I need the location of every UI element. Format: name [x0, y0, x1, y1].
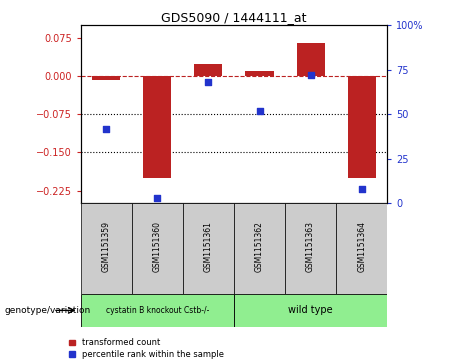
Bar: [132, 203, 183, 294]
Bar: [195, 64, 223, 76]
Bar: [336, 203, 387, 294]
Legend: transformed count, percentile rank within the sample: transformed count, percentile rank withi…: [69, 338, 224, 359]
Bar: [296, 43, 325, 76]
Point: [154, 195, 161, 201]
Bar: [143, 76, 171, 178]
Bar: [245, 71, 273, 76]
Bar: [92, 76, 120, 80]
Title: GDS5090 / 1444111_at: GDS5090 / 1444111_at: [161, 11, 307, 24]
Bar: [285, 203, 336, 294]
Text: wild type: wild type: [288, 305, 333, 315]
Text: GSM1151363: GSM1151363: [306, 221, 315, 272]
Point: [256, 108, 263, 114]
Bar: [183, 203, 234, 294]
Text: GSM1151359: GSM1151359: [102, 221, 111, 272]
Text: GSM1151360: GSM1151360: [153, 221, 162, 272]
Bar: [234, 294, 387, 327]
Bar: [81, 203, 132, 294]
Text: GSM1151364: GSM1151364: [357, 221, 366, 272]
Bar: [81, 294, 234, 327]
Bar: [234, 203, 285, 294]
Text: cystatin B knockout Cstb-/-: cystatin B knockout Cstb-/-: [106, 306, 209, 315]
Text: GSM1151362: GSM1151362: [255, 221, 264, 272]
Point: [205, 79, 212, 85]
Point: [102, 126, 110, 131]
Text: GSM1151361: GSM1151361: [204, 221, 213, 272]
Bar: [348, 76, 376, 178]
Point: [307, 72, 314, 78]
Point: [358, 186, 366, 192]
Text: genotype/variation: genotype/variation: [5, 306, 91, 315]
